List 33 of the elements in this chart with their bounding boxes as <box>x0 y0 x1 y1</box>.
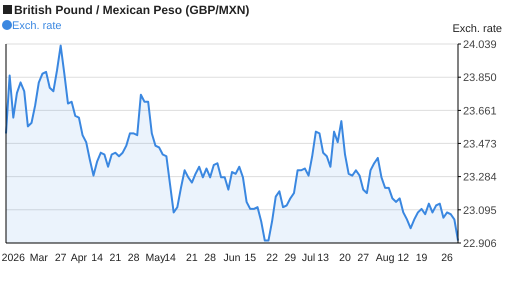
y-tick-label: 23.095 <box>463 204 497 217</box>
x-tick-label: May <box>146 252 166 264</box>
legend-label: Exch. rate <box>12 20 62 32</box>
x-tick-label: 14 <box>91 252 104 264</box>
y-tick-label: 23.850 <box>463 72 497 84</box>
x-tick-label: 12 <box>397 252 410 264</box>
y-tick-label: 23.473 <box>463 138 497 150</box>
x-tick-label: 22 <box>266 252 278 264</box>
chart-title: British Pound / Mexican Peso (GBP/MXN) <box>14 3 250 17</box>
x-tick-label: 21 <box>110 252 122 264</box>
x-tick-label: 21 <box>186 252 198 264</box>
x-tick-label: 13 <box>317 252 330 264</box>
y-tick-label: 22.906 <box>463 238 497 250</box>
x-tick-label: 15 <box>244 252 256 264</box>
x-tick-label: Aug <box>376 252 395 264</box>
y-tick-label: 23.661 <box>463 105 497 118</box>
y-axis-title: Exch. rate <box>452 23 502 35</box>
x-tick-label: 27 <box>54 252 67 264</box>
y-tick-label: 24.039 <box>463 39 497 51</box>
x-tick-label: 26 <box>441 252 454 264</box>
x-tick-label: Apr <box>70 252 88 264</box>
x-tick-label: 19 <box>416 252 428 264</box>
x-tick-label: Jul <box>302 252 316 264</box>
x-tick-label: 2026 <box>2 252 26 264</box>
x-tick-label: Jun <box>224 252 241 264</box>
x-tick-label: 28 <box>204 252 216 264</box>
x-tick-label: 20 <box>339 252 351 264</box>
x-tick-label: 14 <box>164 252 176 264</box>
x-tick-label: Mar <box>30 252 48 264</box>
x-tick-label: 28 <box>128 252 140 264</box>
x-tick-label: 29 <box>284 252 296 264</box>
y-tick-label: 23.284 <box>463 172 497 184</box>
x-tick-label: 27 <box>357 252 370 264</box>
